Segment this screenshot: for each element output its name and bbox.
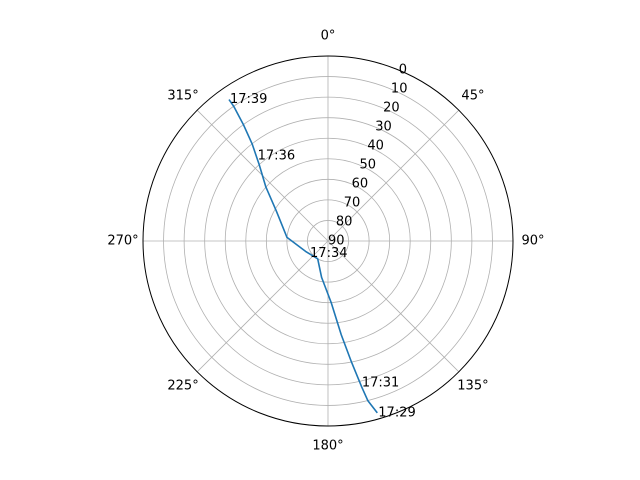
- r-tick-label-20: 20: [383, 101, 400, 116]
- r-tick-label-40: 40: [367, 139, 384, 154]
- r-tick-label-30: 30: [375, 120, 392, 135]
- grid-spoke-135: [327, 240, 460, 373]
- theta-tick-label-315: 315°: [167, 89, 198, 104]
- theta-tick-label-225: 225°: [167, 378, 198, 393]
- theta-tick-label-180: 180°: [312, 439, 343, 454]
- time-label-17-39: 17:39: [230, 92, 267, 107]
- r-tick-label-80: 80: [336, 215, 353, 230]
- time-label-17-36: 17:36: [258, 148, 295, 163]
- theta-tick-label-0: 0°: [321, 29, 336, 44]
- theta-tick-label-135: 135°: [457, 378, 488, 393]
- time-label-17-34: 17:34: [310, 246, 347, 261]
- theta-tick-label-45: 45°: [461, 89, 484, 104]
- theta-tick-label-270: 270°: [107, 234, 138, 249]
- r-tick-label-70: 70: [344, 196, 361, 211]
- r-tick-label-50: 50: [359, 158, 376, 173]
- radial-tick-labels: 0 10 20 30 40 50 60 70 80 90: [328, 63, 407, 249]
- polar-frame: [142, 55, 514, 427]
- r-tick-label-90: 90: [328, 234, 345, 249]
- series-layer: [228, 99, 378, 414]
- r-tick-label-10: 10: [391, 82, 408, 97]
- grid-spoke-225: [196, 240, 329, 373]
- r-tick-label-0: 0: [399, 63, 407, 78]
- time-label-17-31: 17:31: [362, 376, 399, 391]
- angular-tick-labels: 0° 45° 90° 135° 180° 225° 270° 315°: [107, 29, 544, 454]
- theta-tick-label-90: 90°: [521, 234, 544, 249]
- r-tick-label-60: 60: [352, 177, 369, 192]
- series-line-0: [228, 99, 378, 414]
- polar-grid: [143, 56, 513, 426]
- grid-spoke-45: [327, 109, 460, 242]
